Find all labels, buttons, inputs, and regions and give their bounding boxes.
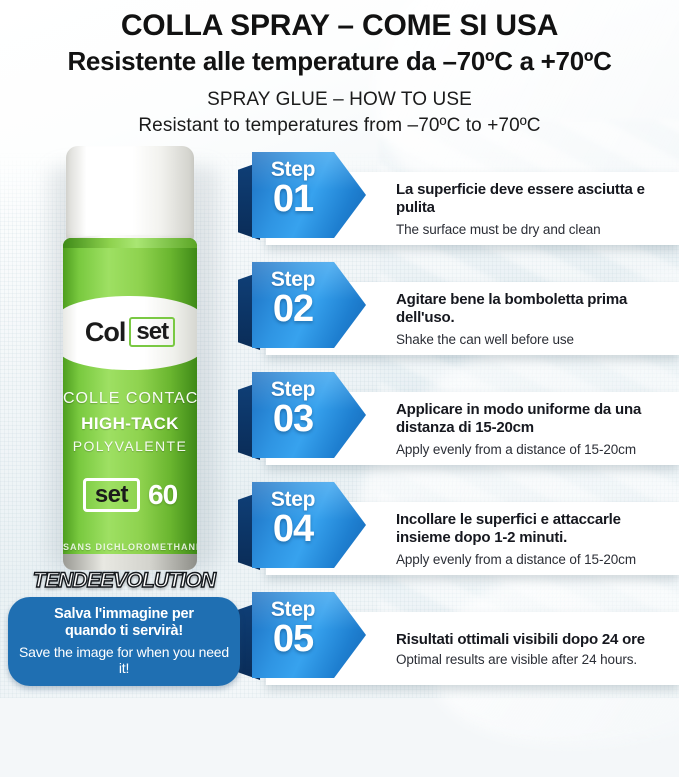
step-badge: Step 01	[238, 152, 366, 244]
can-set-box: set	[82, 478, 141, 512]
page-title-english: SPRAY GLUE – HOW TO USE	[207, 88, 472, 110]
step-badge-number: 04	[272, 508, 314, 550]
can-label-band: Col set	[63, 296, 197, 370]
steps-list: La superficie deve essere asciutta e pul…	[238, 150, 679, 693]
spray-can-image: Col set COLLE CONTACT HIGH-TACK POLYVALE…	[44, 146, 222, 576]
step-item: Applicare in modo uniforme da una distan…	[238, 370, 679, 480]
step-badge-label: Step	[270, 158, 316, 181]
step-text-italian: Applicare in modo uniforme da una distan…	[396, 400, 642, 436]
step-text-english: Apply evenly from a distance of 15-20cm	[396, 441, 636, 457]
step-badge: Step 02	[238, 262, 366, 354]
can-top-ring	[63, 238, 197, 248]
step-item: La superficie deve essere asciutta e pul…	[238, 150, 679, 260]
callout-italian-line2: quando ti servirà!	[64, 623, 184, 640]
can-cap	[66, 146, 194, 247]
step-text-english: Optimal results are visible after 24 hou…	[396, 651, 638, 667]
step-text-english: Shake the can well before use	[396, 331, 574, 347]
save-image-callout: Salva l'immagine per quando ti servirà! …	[8, 596, 240, 686]
step-badge: Step 03	[238, 372, 366, 464]
can-body: Col set COLLE CONTACT HIGH-TACK POLYVALE…	[63, 238, 197, 568]
footer-branding: TENDEEVOLUTION Salva l'immagine per quan…	[8, 568, 240, 686]
step-item: Incollare le superfici e attaccarle insi…	[238, 480, 679, 590]
can-text-colle-contact: COLLE CONTACT	[63, 390, 197, 407]
page-subtitle-italian: Resistente alle temperature da –70ºC a +…	[67, 45, 612, 76]
step-text-english: Apply evenly from a distance of 15-20cm	[396, 551, 636, 567]
product-brand: Col set	[84, 316, 176, 348]
step-badge-label: Step	[270, 488, 316, 511]
tendeevolution-logo: TENDEEVOLUTION	[32, 568, 217, 592]
callout-italian-line1: Salva l'immagine per	[54, 605, 194, 622]
can-text-polyvalente: POLYVALENTE	[72, 438, 188, 454]
can-text-sans-dichloromethane: SANS DICHLOROMETHANE	[63, 542, 197, 552]
step-text-italian: La superficie deve essere asciutta e pul…	[396, 180, 645, 216]
step-badge: Step 04	[238, 482, 366, 574]
brand-set-box: set	[129, 317, 176, 347]
step-text-italian: Risultati ottimali visibili dopo 24 ore	[396, 630, 645, 648]
page-title: COLLA SPRAY – COME SI USA	[120, 8, 559, 42]
can-set-number: 60	[148, 478, 178, 510]
step-badge-number: 02	[272, 288, 314, 330]
can-text-high-tack: HIGH-TACK	[81, 414, 179, 433]
step-text-italian: Incollare le superfici e attaccarle insi…	[396, 510, 621, 546]
step-badge: Step 05	[238, 592, 366, 684]
step-badge-number: 03	[272, 398, 314, 440]
step-item: Risultati ottimali visibili dopo 24 ore …	[238, 590, 679, 693]
step-badge-label: Step	[270, 268, 316, 291]
can-set-60-mark: set 60	[63, 478, 197, 512]
step-text-english: The surface must be dry and clean	[396, 221, 601, 237]
brand-col-text: Col	[84, 316, 126, 347]
step-text-italian: Agitare bene la bomboletta prima dell'us…	[396, 290, 628, 326]
step-badge-label: Step	[270, 598, 316, 621]
step-badge-label: Step	[270, 378, 316, 401]
step-item: Agitare bene la bomboletta prima dell'us…	[238, 260, 679, 370]
callout-english: Save the image for when you need it!	[19, 644, 229, 676]
step-badge-number: 05	[272, 618, 314, 660]
step-badge-number: 01	[272, 178, 314, 220]
page-subtitle-english: Resistant to temperatures from –70ºC to …	[138, 114, 541, 136]
can-base-rim	[63, 554, 197, 570]
header: COLLA SPRAY – COME SI USA Resistente all…	[0, 0, 679, 145]
